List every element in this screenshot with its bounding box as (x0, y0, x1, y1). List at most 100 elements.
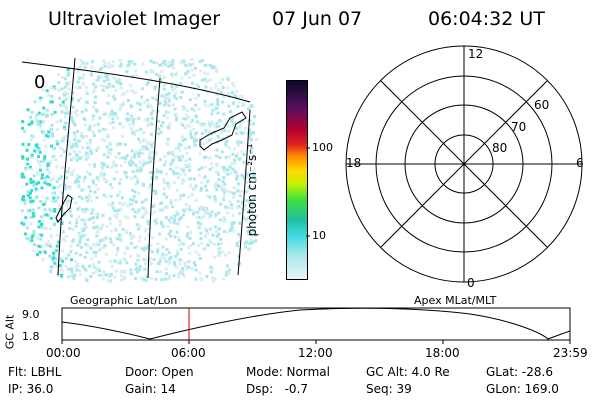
emission-pixel (41, 112, 45, 116)
emission-pixel (168, 276, 172, 280)
emission-pixel (118, 82, 122, 86)
emission-pixel (103, 64, 107, 68)
emission-pixel (136, 211, 140, 215)
emission-pixel (194, 132, 197, 136)
emission-pixel (226, 211, 230, 215)
emission-pixel (222, 230, 226, 233)
emission-pixel (61, 100, 65, 104)
emission-pixel (164, 253, 168, 257)
emission-pixel (163, 100, 167, 104)
emission-pixel (94, 95, 97, 99)
emission-pixel (238, 125, 242, 129)
emission-pixel (165, 195, 169, 199)
emission-pixel (130, 114, 133, 118)
emission-pixel (61, 166, 65, 170)
emission-pixel (128, 161, 132, 165)
emission-pixel (43, 202, 47, 206)
colorbar (286, 80, 308, 280)
emission-pixel (147, 233, 151, 237)
emission-pixel (145, 146, 148, 150)
emission-pixel (75, 221, 79, 225)
emission-pixel (238, 157, 242, 161)
emission-pixel (35, 195, 39, 199)
emission-pixel (228, 94, 232, 98)
emission-pixel (235, 206, 239, 210)
emission-pixel (132, 91, 136, 94)
emission-pixel (222, 219, 226, 223)
emission-pixel (92, 265, 96, 269)
emission-pixel (127, 60, 131, 63)
emission-pixel (141, 145, 145, 149)
emission-pixel (50, 123, 54, 127)
emission-pixel (199, 124, 203, 128)
emission-pixel (129, 155, 133, 159)
emission-pixel (208, 239, 212, 243)
emission-pixel (83, 62, 87, 65)
emission-pixel (91, 262, 95, 266)
emission-pixel (219, 237, 223, 241)
emission-pixel (179, 96, 183, 100)
emission-pixel (156, 132, 160, 136)
emission-pixel (54, 257, 57, 261)
emission-pixel (41, 130, 45, 134)
emission-pixel (124, 171, 128, 175)
emission-pixel (116, 249, 120, 253)
emission-pixel (43, 181, 47, 185)
emission-pixel (101, 127, 105, 131)
emission-pixel (103, 64, 106, 68)
emission-pixel (146, 124, 150, 128)
emission-pixel (58, 204, 62, 208)
emission-pixel (149, 262, 153, 266)
emission-pixel (137, 191, 141, 195)
emission-pixel (119, 239, 123, 243)
emission-pixel (77, 185, 81, 189)
emission-pixel (230, 221, 234, 225)
emission-pixel (71, 227, 75, 231)
emission-pixel (174, 254, 178, 258)
emission-pixel (55, 180, 59, 184)
emission-pixel (97, 178, 100, 182)
emission-pixel (227, 129, 231, 133)
emission-pixel (158, 81, 162, 85)
mlt-label-12: 12 (468, 47, 484, 61)
emission-pixel (184, 207, 188, 211)
emission-pixel (66, 200, 70, 203)
emission-pixel (219, 218, 222, 222)
emission-pixel (167, 218, 171, 222)
colorbar-unit-label: photon cm⁻²s⁻¹ (245, 143, 259, 237)
emission-pixel (205, 188, 209, 192)
emission-pixel (214, 106, 218, 110)
emission-pixel (142, 147, 146, 151)
emission-pixel (56, 273, 60, 277)
emission-pixel (206, 243, 210, 247)
emission-pixel (225, 144, 229, 148)
emission-pixel (239, 94, 242, 98)
emission-pixel (83, 222, 87, 226)
emission-pixel (177, 273, 180, 277)
emission-pixel (55, 139, 59, 143)
emission-pixel (123, 143, 127, 147)
emission-pixel (81, 61, 85, 64)
emission-pixel (45, 175, 49, 179)
emission-pixel (189, 134, 193, 138)
emission-pixel (48, 254, 52, 258)
emission-pixel (41, 113, 45, 117)
emission-pixel (67, 71, 71, 75)
emission-pixel (168, 99, 172, 103)
emission-pixel (231, 101, 235, 105)
emission-pixel (133, 246, 137, 249)
emission-pixel (222, 165, 226, 169)
emission-pixel (172, 221, 176, 225)
emission-pixel (60, 154, 63, 158)
emission-pixel (173, 86, 177, 90)
emission-pixel (232, 122, 236, 126)
emission-pixel (132, 235, 136, 239)
emission-pixel (136, 253, 140, 257)
emission-pixel (92, 82, 96, 86)
emission-pixel (67, 275, 71, 279)
emission-pixel (220, 78, 224, 81)
emission-pixel (233, 169, 237, 173)
emission-pixel (129, 268, 133, 272)
emission-pixel (73, 273, 77, 277)
emission-pixel (136, 129, 140, 133)
